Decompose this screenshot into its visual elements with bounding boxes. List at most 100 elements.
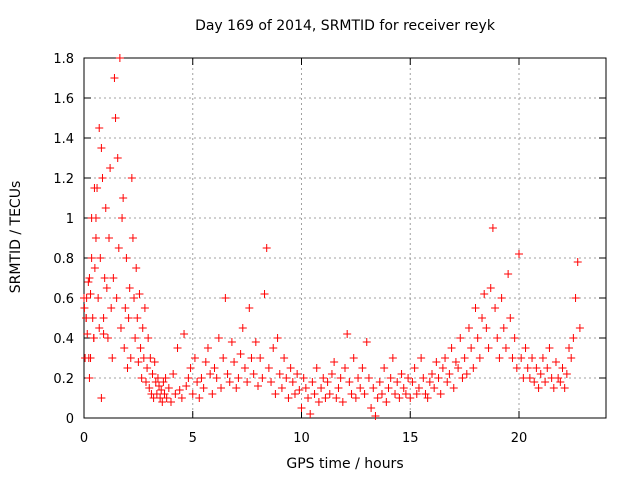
data-point bbox=[120, 344, 129, 352]
data-point bbox=[97, 394, 106, 402]
x-tick-label: 5 bbox=[189, 431, 197, 446]
data-point bbox=[341, 364, 349, 372]
data-point bbox=[562, 370, 571, 378]
data-point bbox=[267, 378, 276, 386]
data-point bbox=[528, 354, 537, 362]
data-point bbox=[410, 364, 419, 372]
data-point bbox=[284, 394, 293, 402]
data-point bbox=[471, 304, 480, 312]
data-point bbox=[240, 364, 249, 372]
data-point bbox=[127, 174, 136, 182]
data-point bbox=[260, 290, 269, 298]
data-point bbox=[460, 354, 469, 362]
data-point bbox=[434, 374, 443, 382]
data-point bbox=[508, 354, 517, 362]
data-point bbox=[223, 370, 232, 378]
data-point bbox=[478, 314, 487, 322]
data-point bbox=[436, 390, 445, 398]
y-tick-label: 1.2 bbox=[53, 172, 74, 187]
data-point bbox=[130, 294, 139, 302]
data-points bbox=[80, 54, 584, 420]
data-point bbox=[225, 378, 234, 386]
data-point bbox=[380, 364, 389, 372]
data-point bbox=[144, 334, 153, 342]
y-tick-label: 0.8 bbox=[53, 252, 74, 267]
data-point bbox=[114, 244, 123, 252]
data-point bbox=[83, 330, 92, 338]
data-point bbox=[523, 364, 532, 372]
data-point bbox=[140, 304, 149, 312]
data-point bbox=[128, 234, 137, 242]
data-point bbox=[301, 384, 310, 392]
data-point bbox=[100, 274, 109, 282]
data-point bbox=[565, 344, 574, 352]
data-point bbox=[102, 284, 111, 292]
data-point bbox=[290, 390, 299, 398]
data-point bbox=[432, 358, 441, 366]
data-point bbox=[258, 374, 267, 382]
data-point bbox=[304, 394, 313, 402]
data-point bbox=[210, 364, 219, 372]
data-point bbox=[575, 324, 584, 332]
data-point bbox=[319, 374, 328, 382]
data-point bbox=[167, 398, 175, 406]
data-point bbox=[122, 254, 131, 262]
data-point bbox=[310, 390, 319, 398]
y-tick-label: 1.6 bbox=[53, 92, 74, 107]
data-point bbox=[412, 390, 421, 398]
data-point bbox=[161, 374, 170, 382]
data-point bbox=[419, 374, 428, 382]
data-point bbox=[195, 394, 204, 402]
data-point bbox=[212, 374, 221, 382]
data-point bbox=[175, 386, 184, 394]
data-point bbox=[510, 334, 519, 342]
data-point bbox=[504, 270, 513, 278]
data-point bbox=[393, 378, 402, 386]
data-point bbox=[134, 358, 143, 366]
data-point bbox=[501, 344, 510, 352]
data-point bbox=[136, 344, 145, 352]
data-point bbox=[208, 390, 217, 398]
data-point bbox=[199, 384, 208, 392]
data-point bbox=[288, 378, 297, 386]
data-point bbox=[112, 294, 121, 302]
data-point bbox=[247, 354, 256, 362]
data-point bbox=[105, 234, 114, 242]
data-point bbox=[406, 394, 415, 402]
data-point bbox=[441, 354, 450, 362]
data-point bbox=[82, 294, 91, 302]
y-tick-label: 0.6 bbox=[53, 292, 74, 307]
data-point bbox=[458, 374, 467, 382]
data-point bbox=[530, 378, 539, 386]
data-point bbox=[193, 378, 202, 386]
data-point bbox=[521, 344, 530, 352]
data-point bbox=[469, 364, 478, 372]
x-tick-label: 0 bbox=[80, 431, 88, 446]
data-point bbox=[273, 334, 282, 342]
data-point bbox=[438, 364, 447, 372]
data-point bbox=[382, 398, 391, 406]
data-point bbox=[475, 354, 484, 362]
data-point bbox=[106, 164, 115, 172]
data-point bbox=[454, 364, 463, 372]
data-point bbox=[517, 354, 526, 362]
data-point bbox=[493, 334, 502, 342]
data-point bbox=[314, 398, 323, 406]
data-point bbox=[131, 334, 140, 342]
data-point bbox=[545, 344, 554, 352]
data-point bbox=[573, 258, 582, 266]
y-axis-label: SRMTID / TECUs bbox=[8, 180, 24, 294]
data-point bbox=[180, 330, 189, 338]
data-point bbox=[445, 370, 454, 378]
data-point bbox=[236, 350, 245, 358]
y-tick-label: 1 bbox=[66, 212, 74, 227]
data-point bbox=[299, 374, 308, 382]
data-point bbox=[123, 364, 132, 372]
data-point bbox=[84, 278, 93, 286]
data-point bbox=[232, 384, 241, 392]
data-point bbox=[126, 354, 135, 362]
data-point bbox=[377, 390, 386, 398]
data-point bbox=[153, 374, 162, 382]
data-point bbox=[295, 386, 304, 394]
